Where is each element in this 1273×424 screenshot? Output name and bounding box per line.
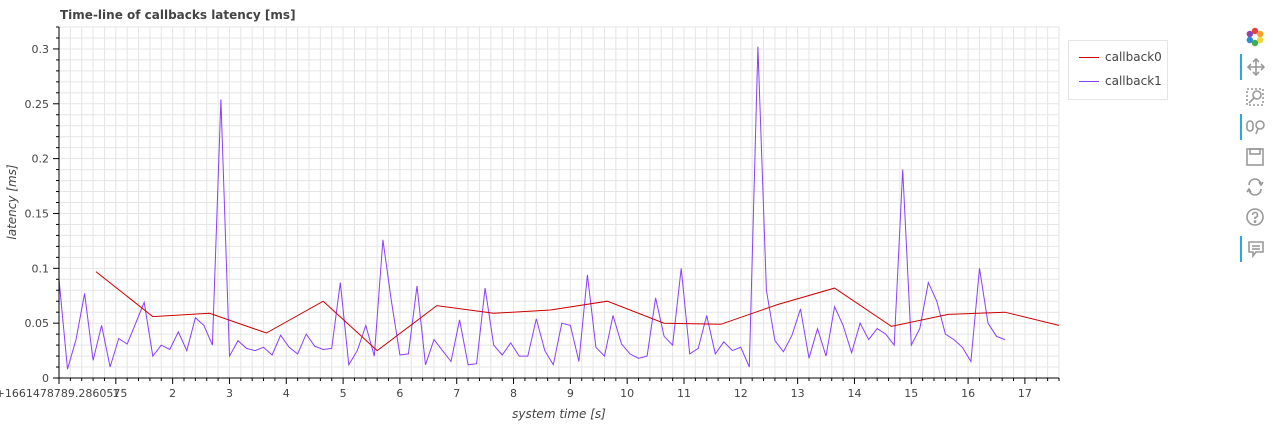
- x-tick-label: 10: [620, 387, 634, 400]
- x-axis-ticks: 1 2 3 4 5 6 7 8 9 10 11 12 13 14 15 16 17: [58, 378, 1060, 400]
- x-tick-label: 1: [112, 387, 119, 400]
- hover-icon[interactable]: [1240, 236, 1270, 262]
- legend-label: callback0: [1105, 50, 1162, 64]
- chart-title: Time-line of callbacks latency [ms]: [60, 8, 296, 22]
- pan-icon[interactable]: [1240, 54, 1270, 80]
- y-tick-label: 0.05: [25, 317, 50, 330]
- x-tick-label: 5: [340, 387, 347, 400]
- box-zoom-icon[interactable]: [1240, 84, 1270, 110]
- grid-horizontal: [59, 26, 1059, 379]
- bokeh-logo-icon[interactable]: [1240, 24, 1270, 50]
- wheel-zoom-icon[interactable]: [1240, 114, 1270, 140]
- x-tick-label: 13: [791, 387, 805, 400]
- x-tick-label: 6: [396, 387, 403, 400]
- x-tick-label: 12: [734, 387, 748, 400]
- x-tick-label: 14: [847, 387, 861, 400]
- x-tick-label: 9: [567, 387, 574, 400]
- save-icon[interactable]: [1240, 144, 1270, 170]
- legend-item-callback1[interactable]: callback1: [1079, 72, 1162, 90]
- y-tick-label: 0.2: [32, 153, 50, 166]
- y-tick-label: 0.15: [25, 207, 50, 220]
- y-tick-label: 0.25: [25, 98, 50, 111]
- y-axis-title: latency [ms]: [5, 164, 19, 240]
- legend-swatch: [1079, 56, 1099, 58]
- legend-item-callback0[interactable]: callback0: [1079, 48, 1162, 66]
- x-tick-label: 4: [283, 387, 290, 400]
- x-axis-offset-label: 0+1661478789.2860575: [0, 387, 127, 400]
- help-icon[interactable]: [1240, 204, 1270, 230]
- x-tick-label: 11: [677, 387, 691, 400]
- x-tick-label: 16: [961, 387, 975, 400]
- x-tick-label: 15: [904, 387, 918, 400]
- x-tick-label: 3: [226, 387, 233, 400]
- legend-swatch: [1079, 80, 1099, 82]
- x-tick-label: 8: [510, 387, 517, 400]
- y-tick-label: 0.1: [32, 262, 50, 275]
- series-line-callback1[interactable]: [58, 46, 1006, 370]
- x-tick-label: 17: [1018, 387, 1032, 400]
- chart-legend: callback0 callback1: [1068, 40, 1168, 100]
- x-tick-label: 7: [453, 387, 460, 400]
- y-tick-label: 0.3: [32, 43, 50, 56]
- legend-label: callback1: [1105, 74, 1162, 88]
- x-tick-label: 2: [169, 387, 176, 400]
- series-lines: [58, 46, 1060, 370]
- x-axis-title: system time [s]: [512, 407, 606, 421]
- y-tick-label: 0: [42, 372, 49, 385]
- y-axis-ticks: 0 0.05 0.1 0.15 0.2 0.25 0.3: [25, 26, 59, 385]
- series-line-callback0[interactable]: [95, 271, 1060, 352]
- reset-icon[interactable]: [1240, 174, 1270, 200]
